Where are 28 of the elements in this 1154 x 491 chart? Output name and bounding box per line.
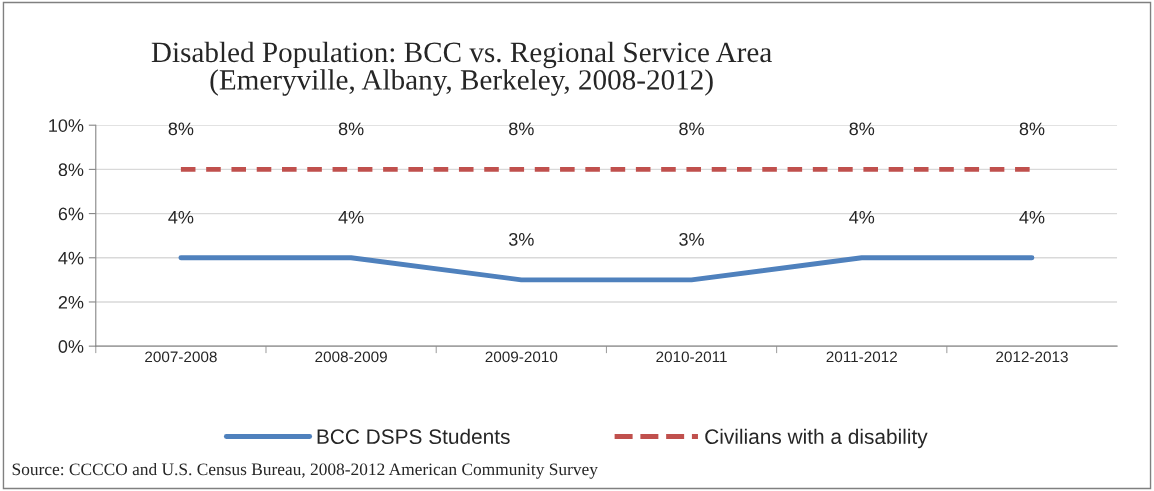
y-tick-label: 6% bbox=[58, 207, 84, 221]
data-label: 3% bbox=[679, 232, 704, 246]
data-label: 8% bbox=[849, 122, 875, 136]
data-label: 8% bbox=[679, 122, 704, 136]
legend-label: BCC DSPS Students bbox=[317, 428, 510, 445]
data-label: 4% bbox=[849, 210, 875, 224]
x-tick-label: 2012-2013 bbox=[996, 351, 1068, 363]
data-label: 8% bbox=[338, 122, 364, 136]
y-tick-label: 2% bbox=[58, 295, 84, 309]
source-note: Source: CCCCO and U.S. Census Bureau, 2008-2012 American Community Survey bbox=[12, 462, 598, 479]
x-tick-label: 2009-2010 bbox=[485, 351, 558, 363]
x-tick-label: 2010-2011 bbox=[656, 351, 727, 363]
data-label: 4% bbox=[1019, 210, 1045, 224]
data-label: 8% bbox=[509, 122, 534, 136]
data-label: 4% bbox=[338, 210, 364, 224]
data-label: 4% bbox=[168, 210, 194, 224]
legend-label: Civilians with a disability bbox=[705, 428, 928, 449]
y-tick-label: 10% bbox=[49, 119, 84, 132]
data-label: 8% bbox=[1019, 122, 1045, 136]
y-tick-label: 4% bbox=[58, 251, 84, 265]
chart-title: Disabled Population: BCC vs. Regional Service Area (Emeryville, Albany, Berkeley, 2008-2012) bbox=[151, 41, 772, 96]
x-tick-label: 2008-2009 bbox=[315, 351, 387, 363]
data-label: 8% bbox=[168, 122, 194, 136]
x-tick-label: 2011-2012 bbox=[826, 351, 897, 363]
y-tick-label: 0% bbox=[58, 340, 84, 353]
y-tick-label: 8% bbox=[58, 163, 84, 177]
data-label: 3% bbox=[508, 232, 534, 246]
x-tick-label: 2007-2008 bbox=[145, 351, 217, 363]
